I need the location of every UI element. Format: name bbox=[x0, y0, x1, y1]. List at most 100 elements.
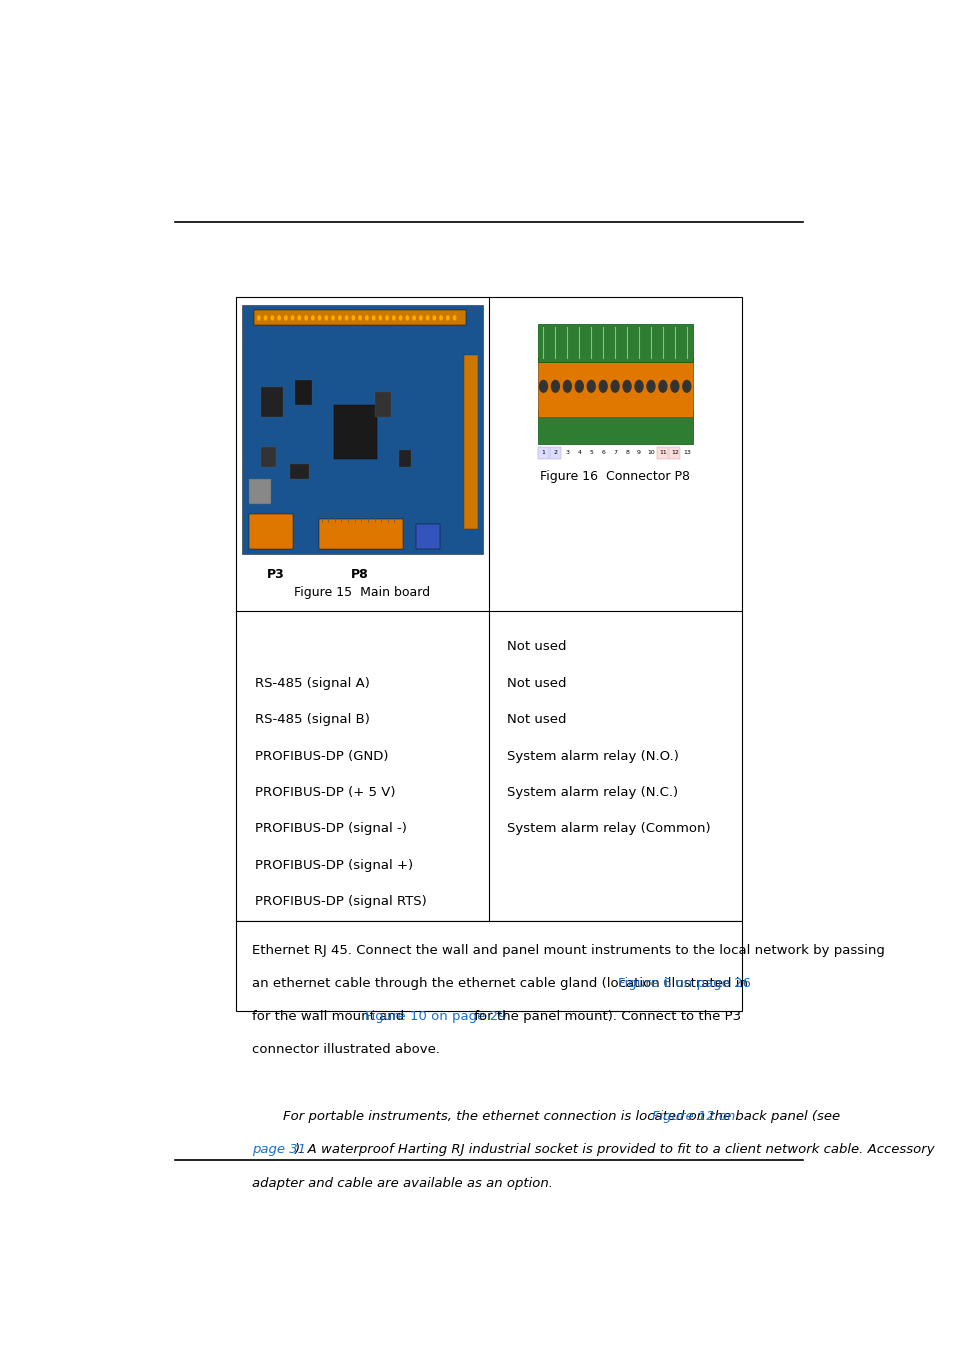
Circle shape bbox=[538, 379, 548, 393]
Text: Ethernet RJ 45. Connect the wall and panel mount instruments to the local networ: Ethernet RJ 45. Connect the wall and pan… bbox=[252, 944, 884, 957]
Bar bbox=[242, 305, 482, 554]
Bar bbox=[334, 405, 376, 459]
Circle shape bbox=[304, 315, 308, 320]
FancyBboxPatch shape bbox=[609, 447, 619, 459]
Text: 8: 8 bbox=[624, 450, 628, 455]
Text: 4: 4 bbox=[577, 450, 580, 455]
Bar bbox=[537, 324, 692, 362]
FancyBboxPatch shape bbox=[633, 447, 644, 459]
Circle shape bbox=[392, 315, 395, 320]
Circle shape bbox=[270, 315, 274, 320]
FancyBboxPatch shape bbox=[537, 447, 548, 459]
Circle shape bbox=[405, 315, 409, 320]
FancyBboxPatch shape bbox=[561, 447, 572, 459]
Text: 7: 7 bbox=[613, 450, 617, 455]
Circle shape bbox=[344, 315, 348, 320]
Text: System alarm relay (Common): System alarm relay (Common) bbox=[507, 822, 710, 836]
FancyBboxPatch shape bbox=[585, 447, 596, 459]
Bar bbox=[537, 358, 692, 417]
Text: P3: P3 bbox=[267, 568, 284, 582]
Text: 11: 11 bbox=[659, 450, 666, 455]
Circle shape bbox=[418, 315, 422, 320]
Circle shape bbox=[277, 315, 281, 320]
Text: P8: P8 bbox=[351, 568, 369, 582]
Text: 13: 13 bbox=[682, 450, 690, 455]
Circle shape bbox=[337, 315, 341, 320]
Circle shape bbox=[398, 315, 402, 320]
FancyBboxPatch shape bbox=[621, 447, 632, 459]
Circle shape bbox=[297, 315, 301, 320]
Bar bbox=[398, 450, 411, 467]
Text: Not used: Not used bbox=[507, 640, 566, 653]
Text: PROFIBUS-DP (GND): PROFIBUS-DP (GND) bbox=[254, 749, 388, 763]
Circle shape bbox=[263, 315, 267, 320]
Circle shape bbox=[634, 379, 643, 393]
Bar bbox=[253, 310, 466, 325]
Bar bbox=[416, 524, 439, 549]
Text: 12: 12 bbox=[670, 450, 679, 455]
Bar bbox=[261, 387, 283, 417]
Bar bbox=[294, 379, 312, 405]
Text: Figure 16  Connector P8: Figure 16 Connector P8 bbox=[539, 470, 690, 483]
Text: Figure 10 on page 29: Figure 10 on page 29 bbox=[365, 1010, 506, 1023]
Text: 1: 1 bbox=[541, 450, 545, 455]
FancyBboxPatch shape bbox=[574, 447, 584, 459]
Text: 10: 10 bbox=[646, 450, 654, 455]
Circle shape bbox=[574, 379, 583, 393]
Bar bbox=[318, 520, 403, 549]
Text: System alarm relay (N.O.): System alarm relay (N.O.) bbox=[507, 749, 679, 763]
Bar bbox=[261, 447, 275, 467]
Circle shape bbox=[610, 379, 619, 393]
Text: 3: 3 bbox=[565, 450, 569, 455]
Text: 5: 5 bbox=[589, 450, 593, 455]
Circle shape bbox=[438, 315, 442, 320]
Text: ). A waterproof Harting RJ industrial socket is provided to fit to a client netw: ). A waterproof Harting RJ industrial so… bbox=[294, 1143, 935, 1157]
Circle shape bbox=[324, 315, 328, 320]
FancyBboxPatch shape bbox=[669, 447, 679, 459]
Circle shape bbox=[681, 379, 691, 393]
Bar bbox=[537, 410, 692, 444]
Circle shape bbox=[432, 315, 436, 320]
Bar bbox=[290, 464, 309, 479]
Text: PROFIBUS-DP (signal RTS): PROFIBUS-DP (signal RTS) bbox=[254, 895, 426, 909]
Circle shape bbox=[550, 379, 559, 393]
Text: Figure 12 on: Figure 12 on bbox=[651, 1110, 734, 1123]
Bar bbox=[463, 355, 477, 529]
Text: RS-485 (signal A): RS-485 (signal A) bbox=[254, 676, 369, 690]
Text: PROFIBUS-DP (signal -): PROFIBUS-DP (signal -) bbox=[254, 822, 406, 836]
Text: Figure 15  Main board: Figure 15 Main board bbox=[294, 586, 430, 598]
Circle shape bbox=[452, 315, 456, 320]
Circle shape bbox=[284, 315, 288, 320]
Circle shape bbox=[365, 315, 369, 320]
Bar bbox=[249, 514, 293, 549]
Text: RS-485 (signal B): RS-485 (signal B) bbox=[254, 713, 369, 726]
Circle shape bbox=[669, 379, 679, 393]
Text: PROFIBUS-DP (+ 5 V): PROFIBUS-DP (+ 5 V) bbox=[254, 786, 395, 799]
FancyBboxPatch shape bbox=[645, 447, 656, 459]
FancyBboxPatch shape bbox=[598, 447, 608, 459]
Circle shape bbox=[311, 315, 314, 320]
Circle shape bbox=[378, 315, 382, 320]
Bar bbox=[235, 297, 741, 921]
Circle shape bbox=[331, 315, 335, 320]
Circle shape bbox=[658, 379, 667, 393]
Text: Not used: Not used bbox=[507, 676, 566, 690]
Circle shape bbox=[291, 315, 294, 320]
Circle shape bbox=[586, 379, 596, 393]
Text: 6: 6 bbox=[600, 450, 604, 455]
FancyBboxPatch shape bbox=[550, 447, 560, 459]
Circle shape bbox=[412, 315, 416, 320]
Circle shape bbox=[256, 315, 260, 320]
Circle shape bbox=[562, 379, 572, 393]
Text: For portable instruments, the ethernet connection is located on the back panel (: For portable instruments, the ethernet c… bbox=[283, 1110, 843, 1123]
FancyBboxPatch shape bbox=[657, 447, 668, 459]
Text: 9: 9 bbox=[637, 450, 640, 455]
Text: connector illustrated above.: connector illustrated above. bbox=[252, 1044, 440, 1057]
Circle shape bbox=[445, 315, 449, 320]
Text: for the wall mount and: for the wall mount and bbox=[252, 1010, 409, 1023]
Text: 2: 2 bbox=[553, 450, 557, 455]
Text: page 31: page 31 bbox=[252, 1143, 306, 1157]
Circle shape bbox=[317, 315, 321, 320]
Circle shape bbox=[351, 315, 355, 320]
Circle shape bbox=[425, 315, 429, 320]
